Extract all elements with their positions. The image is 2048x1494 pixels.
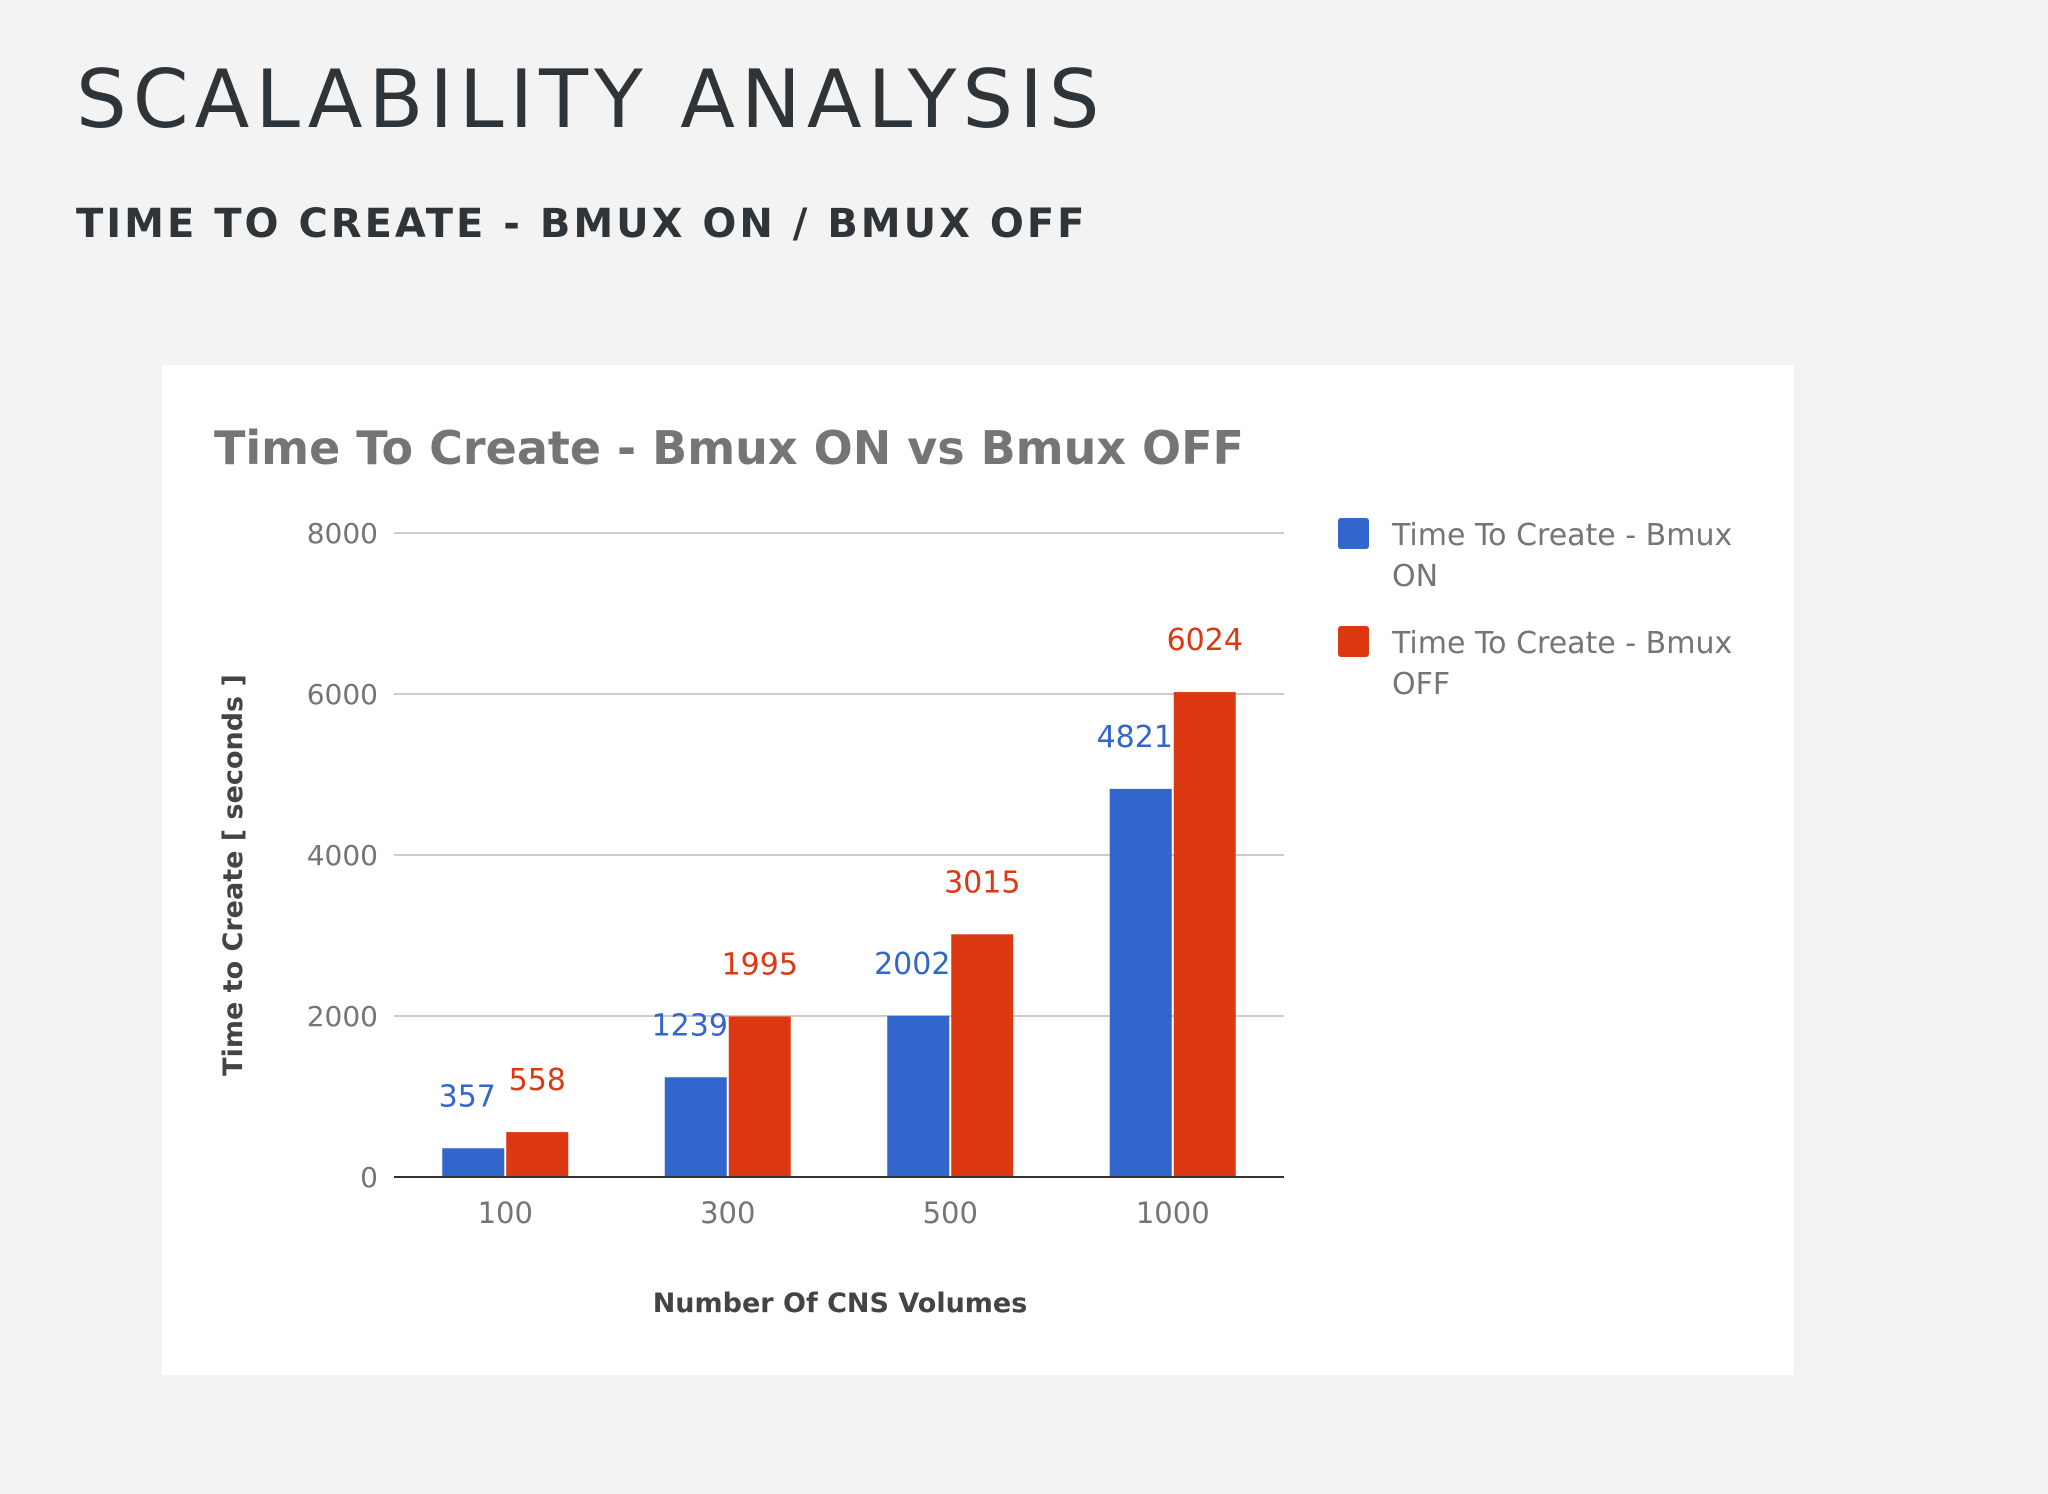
slide-subtitle: TIME TO CREATE - BMUX ON / BMUX OFF	[76, 201, 1088, 247]
axes: 0 2000 4000 6000 8000 100 300 500 1000	[307, 517, 1284, 1230]
bar-off	[506, 1132, 569, 1177]
data-labels: 357 558 1239 1995 2002 3015 4821 6024	[439, 623, 1243, 1114]
chart-card: Time To Create - Bmux ON vs Bmux OFF 357…	[162, 365, 1794, 1375]
y-axis-title: Time to Create [ seconds ]	[218, 674, 249, 1076]
y-tick-label: 2000	[307, 1000, 378, 1033]
x-tick-label: 500	[923, 1196, 978, 1230]
bar-on	[1109, 788, 1172, 1177]
bar-on	[442, 1148, 505, 1177]
data-label: 357	[439, 1079, 496, 1114]
data-label: 1995	[722, 947, 798, 982]
data-label: 6024	[1167, 623, 1243, 658]
data-label: 558	[509, 1063, 566, 1098]
data-label: 2002	[874, 947, 950, 982]
y-tick-label: 0	[360, 1161, 378, 1194]
legend-label: ON	[1392, 559, 1438, 594]
legend-label: OFF	[1392, 667, 1450, 702]
chart-title: Time To Create - Bmux ON vs Bmux OFF	[214, 421, 1244, 475]
bar-chart: Time To Create - Bmux ON vs Bmux OFF 357…	[214, 421, 1732, 1319]
legend-label: Time To Create - Bmux	[1391, 518, 1732, 553]
x-tick-label: 1000	[1136, 1196, 1210, 1230]
legend: Time To Create - Bmux ON Time To Create - …	[1338, 518, 1732, 702]
bar-off	[951, 934, 1014, 1177]
x-tick-label: 300	[700, 1196, 755, 1230]
y-tick-label: 8000	[307, 517, 378, 550]
bar-off	[728, 1016, 791, 1177]
bars	[442, 692, 1236, 1177]
data-label: 4821	[1097, 720, 1173, 755]
x-axis-title: Number Of CNS Volumes	[653, 1288, 1028, 1319]
y-tick-label: 6000	[307, 678, 378, 711]
bar-off	[1173, 692, 1236, 1177]
legend-swatch	[1338, 626, 1369, 657]
legend-swatch	[1338, 518, 1369, 549]
legend-label: Time To Create - Bmux	[1391, 626, 1732, 661]
data-label: 3015	[944, 865, 1020, 900]
slide-title: SCALABILITY ANALYSIS	[76, 53, 1106, 146]
bar-on	[887, 1015, 950, 1177]
y-tick-label: 4000	[307, 839, 378, 872]
data-label: 1239	[652, 1008, 728, 1043]
x-tick-label: 100	[478, 1196, 533, 1230]
bar-on	[664, 1077, 727, 1177]
